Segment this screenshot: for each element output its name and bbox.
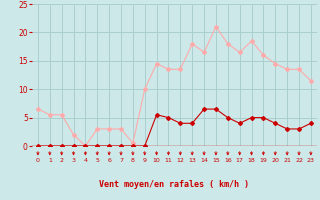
X-axis label: Vent moyen/en rafales ( km/h ): Vent moyen/en rafales ( km/h ) <box>100 180 249 189</box>
